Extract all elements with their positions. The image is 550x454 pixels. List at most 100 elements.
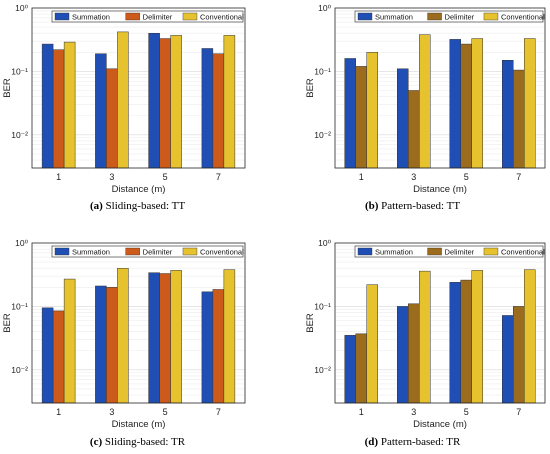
bar-d-summation-3 [397,306,409,404]
chart-a: 1 3 5 7 10⁻² 10⁻¹ 10⁰ Distance (m) BER Summation D… [2,3,246,195]
x-tick-label-a: 1 [56,172,61,182]
caption-d-label: (d) [364,436,379,448]
legend-box-b [354,10,544,23]
x-tick-label-a: 5 [163,172,168,182]
legend-swatch-b [427,12,442,21]
bar-d-delimiter-3 [408,303,420,404]
bar-a-conventional-1 [63,41,76,169]
bar-a-delimiter-1 [52,49,65,169]
legend-label-b: Summation [375,13,413,22]
bar-b-delimiter-5 [460,43,472,169]
bar-b-conventional-7 [524,38,536,169]
bar-d-summation-7 [502,315,514,404]
legend-label-c: Summation [72,248,110,257]
y-tick-label-a: 10⁻² [11,130,28,140]
bar-d-summation-1 [344,335,356,404]
bar-b-summation-5 [449,39,461,169]
bar-a-delimiter-5 [159,38,171,169]
y-tick-label-b: 10⁻² [314,130,331,140]
y-axis-label-c: BER [2,313,13,333]
legend-swatch-b [483,12,499,21]
x-axis-label-d: Distance (m) [413,419,467,430]
bar-a-summation-3 [95,53,107,169]
caption-b: (b) Pattern-based: TT [275,200,550,212]
y-tick-label-a: 10⁰ [15,3,28,13]
bar-b-conventional-5 [471,38,483,169]
legend-label-b: Delimiter [445,13,475,22]
legend-swatch-d [483,247,499,256]
x-tick-label-a: 3 [109,172,114,182]
bar-d-conventional-3 [419,270,431,404]
caption-d-text: Pattern-based: TR [380,436,461,448]
bar-b-conventional-3 [419,34,431,169]
x-tick-label-a: 7 [216,172,221,182]
axes-box-a [31,7,246,169]
bar-b-summation-3 [397,68,409,169]
y-tick-label-b: 10⁻¹ [314,66,331,76]
bar-b-summation-7 [502,60,514,169]
bar-b-summation-1 [344,58,356,169]
bar-c-delimiter-3 [106,287,118,404]
bar-d-delimiter-1 [355,333,367,404]
x-tick-label-c: 5 [163,407,168,417]
bar-a-delimiter-3 [106,68,118,169]
axes-box-d [334,242,546,404]
x-axis-label-b: Distance (m) [413,184,467,195]
bar-a-summation-5 [148,32,160,169]
x-tick-label-d: 7 [516,407,521,417]
bar-c-summation-1 [41,307,54,404]
bar-a-summation-7 [201,48,214,169]
bar-d-conventional-1 [366,284,378,404]
chart-c: 1 3 5 7 10⁻² 10⁻¹ 10⁰ Distance (m) BER Summation D… [2,238,246,430]
legend-label-a: Summation [72,13,110,22]
y-tick-label-a: 10⁻¹ [11,66,28,76]
y-axis-label-d: BER [305,313,316,333]
chart-b: 1 3 5 7 10⁻² 10⁻¹ 10⁰ Distance (m) BER Summation D… [305,3,546,195]
bar-d-delimiter-5 [460,279,472,404]
bar-b-delimiter-7 [513,69,525,169]
bar-d-conventional-7 [524,269,536,404]
bar-c-delimiter-7 [212,289,225,404]
legend-swatch-a [125,12,140,21]
bar-c-summation-5 [148,272,160,404]
legend-swatch-b [357,12,373,21]
bar-a-conventional-5 [170,35,182,169]
bar-d-delimiter-7 [513,306,525,404]
caption-d: (d) Pattern-based: TR [275,436,550,448]
axes-box-b [334,7,546,169]
bar-a-summation-1 [41,43,54,169]
y-tick-label-c: 10⁰ [15,238,28,248]
x-tick-label-d: 3 [411,407,416,417]
bar-c-conventional-7 [223,269,236,404]
x-axis-label-c: Distance (m) [112,419,166,430]
x-tick-label-b: 5 [464,172,469,182]
caption-c: (c) Sliding-based: TR [0,436,275,448]
legend-label-a: Conventional [200,13,244,22]
x-tick-label-b: 7 [516,172,521,182]
y-tick-label-d: 10⁰ [318,238,331,248]
bar-d-summation-5 [449,282,461,404]
axes-box-c [31,242,246,404]
bar-a-conventional-7 [223,35,236,169]
bar-c-conventional-5 [170,270,182,404]
legend-swatch-d [357,247,373,256]
bar-b-delimiter-3 [408,90,420,169]
x-tick-label-b: 3 [411,172,416,182]
y-tick-label-d: 10⁻¹ [314,301,331,311]
bar-c-conventional-1 [63,278,76,404]
x-tick-label-b: 1 [359,172,364,182]
legend-label-b: Conventional [501,13,545,22]
bar-c-delimiter-1 [52,310,65,404]
legend-label-d: Summation [375,248,413,257]
legend-swatch-a [54,12,70,21]
legend-swatch-c [54,247,70,256]
legend-box-d [354,245,544,258]
legend-swatch-c [182,247,198,256]
x-tick-label-c: 1 [56,407,61,417]
y-tick-label-c: 10⁻¹ [11,301,28,311]
caption-c-text: Sliding-based: TR [104,436,186,448]
x-tick-label-c: 7 [216,407,221,417]
caption-c-label: (c) [89,436,103,448]
bar-a-conventional-3 [117,31,129,169]
